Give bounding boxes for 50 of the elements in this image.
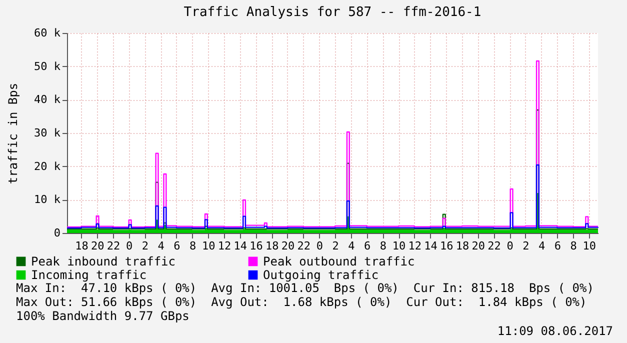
x-tick-label: 2 [522, 240, 530, 252]
y-tick-label: 10 k [34, 193, 61, 206]
x-tick-label: 2 [332, 240, 339, 252]
x-tick-label: 12 [408, 240, 422, 252]
y-tick-label: 60 k [34, 26, 61, 40]
text: 11:09 08.06.2017 [497, 324, 613, 338]
legend-label: Outgoing traffic [263, 268, 379, 282]
x-tick-label: 4 [158, 240, 165, 252]
text: Max In: 47.10 kBps ( 0%) Avg In: 1001.05 Bps ( 0%) Cur In: 815.18 Bps ( 0%) [16, 281, 594, 295]
x-tick-label: 0 [316, 240, 324, 252]
x-tick-label: 18 [75, 240, 88, 252]
chart-title: Traffic Analysis for 587 -- ffm-2016-1 [184, 5, 482, 20]
legend-label: Peak outbound traffic [263, 254, 415, 268]
x-tick-label: 22 [106, 240, 120, 252]
x-tick-label: 8 [380, 240, 386, 252]
x-tick-label: 16 [440, 240, 454, 252]
x-tick-label: 8 [190, 240, 196, 252]
x-tick-label: 22 [488, 240, 501, 252]
x-tick-label: 8 [570, 240, 577, 252]
x-tick-label: 10 [392, 240, 406, 252]
x-tick-label: 4 [348, 240, 356, 252]
legend-label: Peak inbound traffic [31, 254, 176, 268]
y-tick-label: 40 k [34, 93, 61, 106]
x-tick-label: 4 [538, 240, 546, 252]
x-tick-label: 0 [126, 240, 133, 252]
x-tick-label: 0 [506, 240, 514, 252]
text: 100% Bandwidth 9.77 GBps [16, 309, 190, 323]
x-tick-label: 22 [297, 240, 310, 252]
y-axis-title: traffic in Bps [6, 82, 20, 184]
x-tick-label: 20 [91, 240, 104, 252]
x-tick-label: 20 [472, 240, 485, 252]
y-tick-label: 30 k [34, 126, 61, 140]
x-tick-label: 6 [364, 240, 371, 252]
y-tick-label: 50 k [34, 60, 61, 73]
x-tick-label: 10 [202, 240, 216, 252]
x-tick-label: 6 [554, 240, 561, 252]
text: Max Out: 51.66 kBps ( 0%) Avg Out: 1.68 kBps ( 0%) Cur Out: 1.84 kBps ( 0%) [16, 295, 588, 309]
x-tick-label: 10 [582, 240, 596, 252]
x-tick-label: 18 [266, 240, 279, 252]
x-tick-label: 14 [234, 240, 248, 252]
x-tick-label: 2 [142, 240, 149, 252]
x-tick-label: 12 [218, 240, 232, 252]
y-tick-label: 0 [54, 226, 60, 240]
x-tick-label: 16 [250, 240, 263, 252]
x-tick-label: 18 [456, 240, 470, 252]
legend-label: Incoming traffic [31, 268, 147, 282]
x-tick-label: 20 [281, 240, 295, 252]
x-tick-label: 14 [424, 240, 438, 252]
y-tick-label: 20 k [34, 160, 61, 173]
x-tick-label: 6 [174, 240, 180, 252]
